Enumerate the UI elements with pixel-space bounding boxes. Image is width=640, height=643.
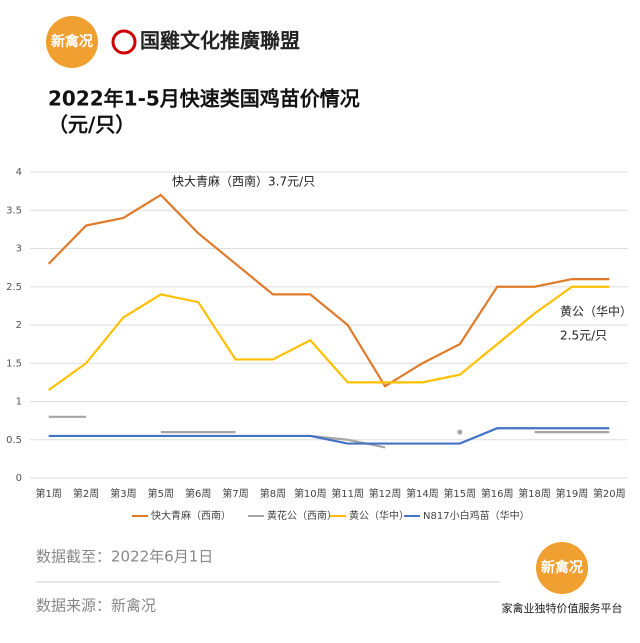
- x-tick-label: 第3周: [110, 487, 136, 500]
- alliance-icon: [111, 29, 137, 55]
- x-tick-label: 第7周: [222, 487, 248, 500]
- legend-label: 快大青麻（西南）: [151, 509, 231, 522]
- legend-label: 黄花公（西南）: [267, 509, 337, 522]
- y-tick-label: 3.5: [6, 205, 22, 216]
- legend-label: 黄公（华中）: [349, 509, 409, 522]
- chart-subtitle: （元/只）: [48, 113, 135, 137]
- x-tick-label: 第1周: [36, 487, 62, 500]
- x-tick-label: 第14周: [406, 487, 439, 500]
- series-line: [47, 193, 610, 388]
- point: [457, 429, 463, 435]
- cutoff: 数据截至：2022年6月1日: [36, 548, 213, 566]
- source: 数据来源：新禽况: [36, 597, 156, 615]
- y-tick-label: 3: [16, 244, 22, 255]
- x-tick-label: 第12周: [369, 487, 402, 500]
- series-line: [310, 434, 386, 449]
- x-tick-label: 第15周: [443, 487, 476, 500]
- x-tick-label: 第16周: [481, 487, 514, 500]
- x-tick-label: 第11周: [331, 487, 364, 500]
- annotation: 快大青麻（西南）3.7元/只: [172, 174, 315, 189]
- x-tick-label: 第5周: [148, 487, 174, 500]
- series-line: [48, 285, 610, 391]
- logo: 新禽况: [51, 33, 93, 50]
- x-tick-label: 第18周: [518, 487, 551, 500]
- y-tick-label: 0: [16, 473, 22, 484]
- x-tick-label: 第2周: [73, 487, 99, 500]
- logo-badge: [46, 16, 98, 68]
- slogan: 家禽业独特价值服务平台: [502, 601, 623, 615]
- chart-title: 2022年1-5月快速类国鸡苗价情况: [48, 87, 360, 111]
- y-tick-label: 2.5: [6, 282, 22, 293]
- x-tick-label: 第6周: [185, 487, 211, 500]
- y-tick-label: 1: [16, 397, 22, 408]
- annotation: 黄公（华中）: [560, 304, 632, 319]
- footer-logo: 新禽况: [541, 559, 583, 576]
- y-tick-label: 2: [16, 320, 22, 331]
- logo-badge: [536, 542, 588, 594]
- x-tick-label: 第8周: [260, 487, 286, 500]
- series-line: [48, 427, 610, 445]
- x-tick-label: 第10周: [294, 487, 327, 500]
- annotation: 2.5元/只: [560, 329, 607, 343]
- y-tick-label: 4: [16, 167, 22, 178]
- x-tick-label: 第19周: [556, 487, 589, 500]
- y-tick-label: 1.5: [6, 358, 22, 369]
- legend-label: N817小白鸡苗（华中）: [423, 509, 530, 522]
- y-tick-label: 0.5: [6, 435, 22, 446]
- x-tick-label: 第20周: [593, 487, 626, 500]
- alliance: 国雞文化推廣聯盟: [140, 29, 300, 53]
